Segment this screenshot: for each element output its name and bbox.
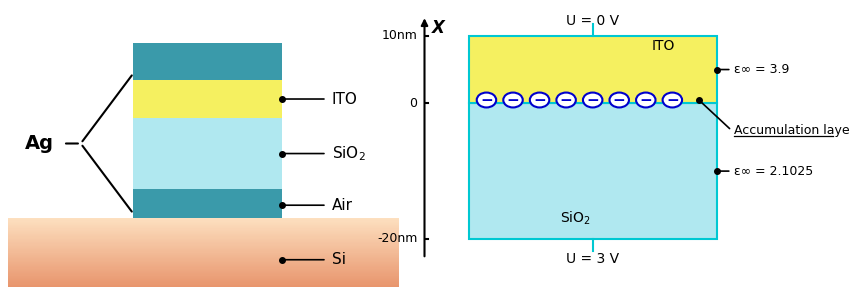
Bar	[8, 225, 399, 226]
Text: U = 0 V: U = 0 V	[566, 14, 619, 28]
Bar	[8, 255, 399, 256]
Circle shape	[530, 93, 549, 107]
Text: −: −	[480, 92, 492, 108]
Bar	[8, 242, 399, 243]
Bar	[8, 230, 399, 231]
Bar	[8, 233, 399, 234]
Bar	[8, 273, 399, 274]
Bar	[8, 232, 399, 233]
Circle shape	[610, 93, 629, 107]
Text: ITO: ITO	[652, 39, 675, 53]
Bar	[8, 227, 399, 228]
Bar	[133, 43, 282, 80]
Bar	[8, 247, 399, 248]
Bar	[8, 243, 399, 245]
Bar	[8, 257, 399, 258]
Bar	[8, 270, 399, 271]
Bar	[8, 240, 399, 241]
Bar	[8, 223, 399, 224]
Bar	[8, 266, 399, 267]
Bar	[469, 103, 717, 239]
Text: −: −	[613, 92, 626, 108]
Bar	[8, 286, 399, 287]
Bar	[8, 263, 399, 264]
Bar	[8, 236, 399, 238]
Bar	[8, 226, 399, 227]
Bar	[8, 224, 399, 225]
Bar	[8, 241, 399, 242]
Text: SiO$_2$: SiO$_2$	[559, 210, 590, 227]
Bar	[8, 262, 399, 263]
Text: Air: Air	[332, 198, 353, 213]
Bar	[8, 265, 399, 266]
Bar	[8, 256, 399, 257]
Text: −: −	[639, 92, 652, 108]
Circle shape	[662, 93, 682, 107]
Text: −: −	[559, 92, 572, 108]
Text: ε∞ = 3.9: ε∞ = 3.9	[734, 63, 790, 76]
Bar	[8, 245, 399, 246]
Bar	[8, 279, 399, 280]
Text: −: −	[507, 92, 520, 108]
Text: U = 3 V: U = 3 V	[566, 252, 619, 266]
Bar	[8, 269, 399, 270]
Bar	[8, 218, 399, 219]
Bar	[8, 282, 399, 284]
Bar	[8, 249, 399, 250]
Bar	[8, 248, 399, 249]
Text: −: −	[533, 92, 546, 108]
Bar	[8, 264, 399, 265]
Bar	[8, 239, 399, 240]
Text: 10nm: 10nm	[381, 29, 418, 42]
Text: -20nm: -20nm	[377, 232, 418, 245]
Text: Si: Si	[332, 252, 346, 267]
Circle shape	[583, 93, 603, 107]
Bar	[8, 259, 399, 261]
Bar	[133, 189, 282, 218]
Bar	[8, 251, 399, 253]
Text: X: X	[431, 19, 445, 37]
Bar	[8, 253, 399, 254]
Text: ε∞ = 2.1025: ε∞ = 2.1025	[734, 165, 813, 178]
Bar	[8, 246, 399, 247]
Bar	[8, 231, 399, 232]
Bar	[8, 284, 399, 285]
Bar	[8, 276, 399, 277]
Bar	[8, 234, 399, 235]
Bar	[8, 278, 399, 279]
Text: −: −	[666, 92, 678, 108]
Text: ITO: ITO	[332, 92, 357, 106]
Circle shape	[556, 93, 576, 107]
Bar	[8, 250, 399, 251]
Bar	[469, 36, 717, 103]
Circle shape	[636, 93, 655, 107]
Bar	[8, 219, 399, 220]
Bar	[8, 281, 399, 282]
Text: SiO$_2$: SiO$_2$	[332, 144, 366, 163]
Bar	[8, 235, 399, 236]
Bar	[133, 80, 282, 118]
Bar	[8, 261, 399, 262]
Text: Accumulation layer: Accumulation layer	[734, 124, 849, 137]
Bar	[8, 228, 399, 230]
Bar	[8, 277, 399, 278]
Bar	[8, 220, 399, 222]
Bar	[8, 280, 399, 281]
Bar	[8, 238, 399, 239]
Bar	[8, 285, 399, 286]
Bar	[8, 272, 399, 273]
Circle shape	[503, 93, 523, 107]
Bar	[8, 254, 399, 255]
Bar	[8, 274, 399, 276]
Bar	[133, 118, 282, 189]
Bar	[8, 258, 399, 259]
Circle shape	[477, 93, 496, 107]
Bar	[8, 222, 399, 223]
Text: −: −	[587, 92, 599, 108]
Bar	[8, 271, 399, 272]
Bar	[8, 267, 399, 269]
Text: 0: 0	[409, 97, 418, 110]
Text: Ag: Ag	[25, 134, 54, 153]
